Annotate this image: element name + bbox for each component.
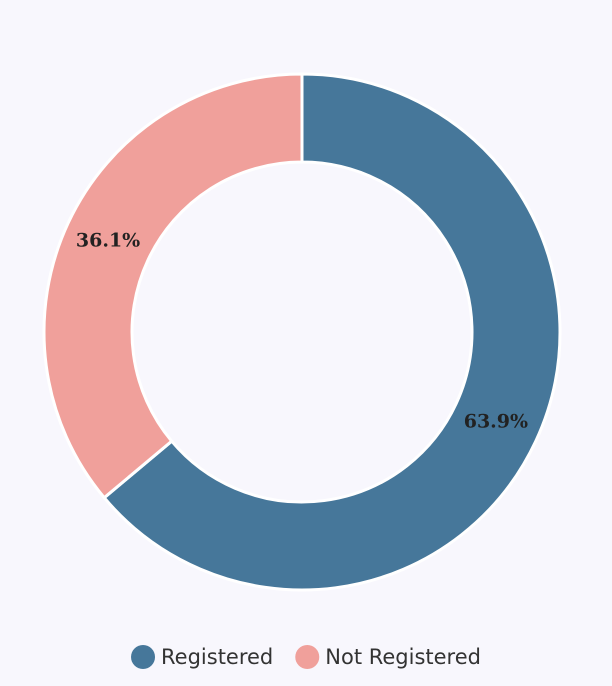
legend-marker (131, 645, 156, 669)
donut-slice (42, 72, 304, 500)
legend-label: Registered (161, 645, 273, 669)
donut-slice (102, 72, 562, 592)
legend-label: Not Registered (325, 645, 481, 669)
value-label: 36.1% (76, 229, 140, 251)
value-label: 63.9% (464, 411, 528, 433)
legend-marker (295, 645, 320, 669)
